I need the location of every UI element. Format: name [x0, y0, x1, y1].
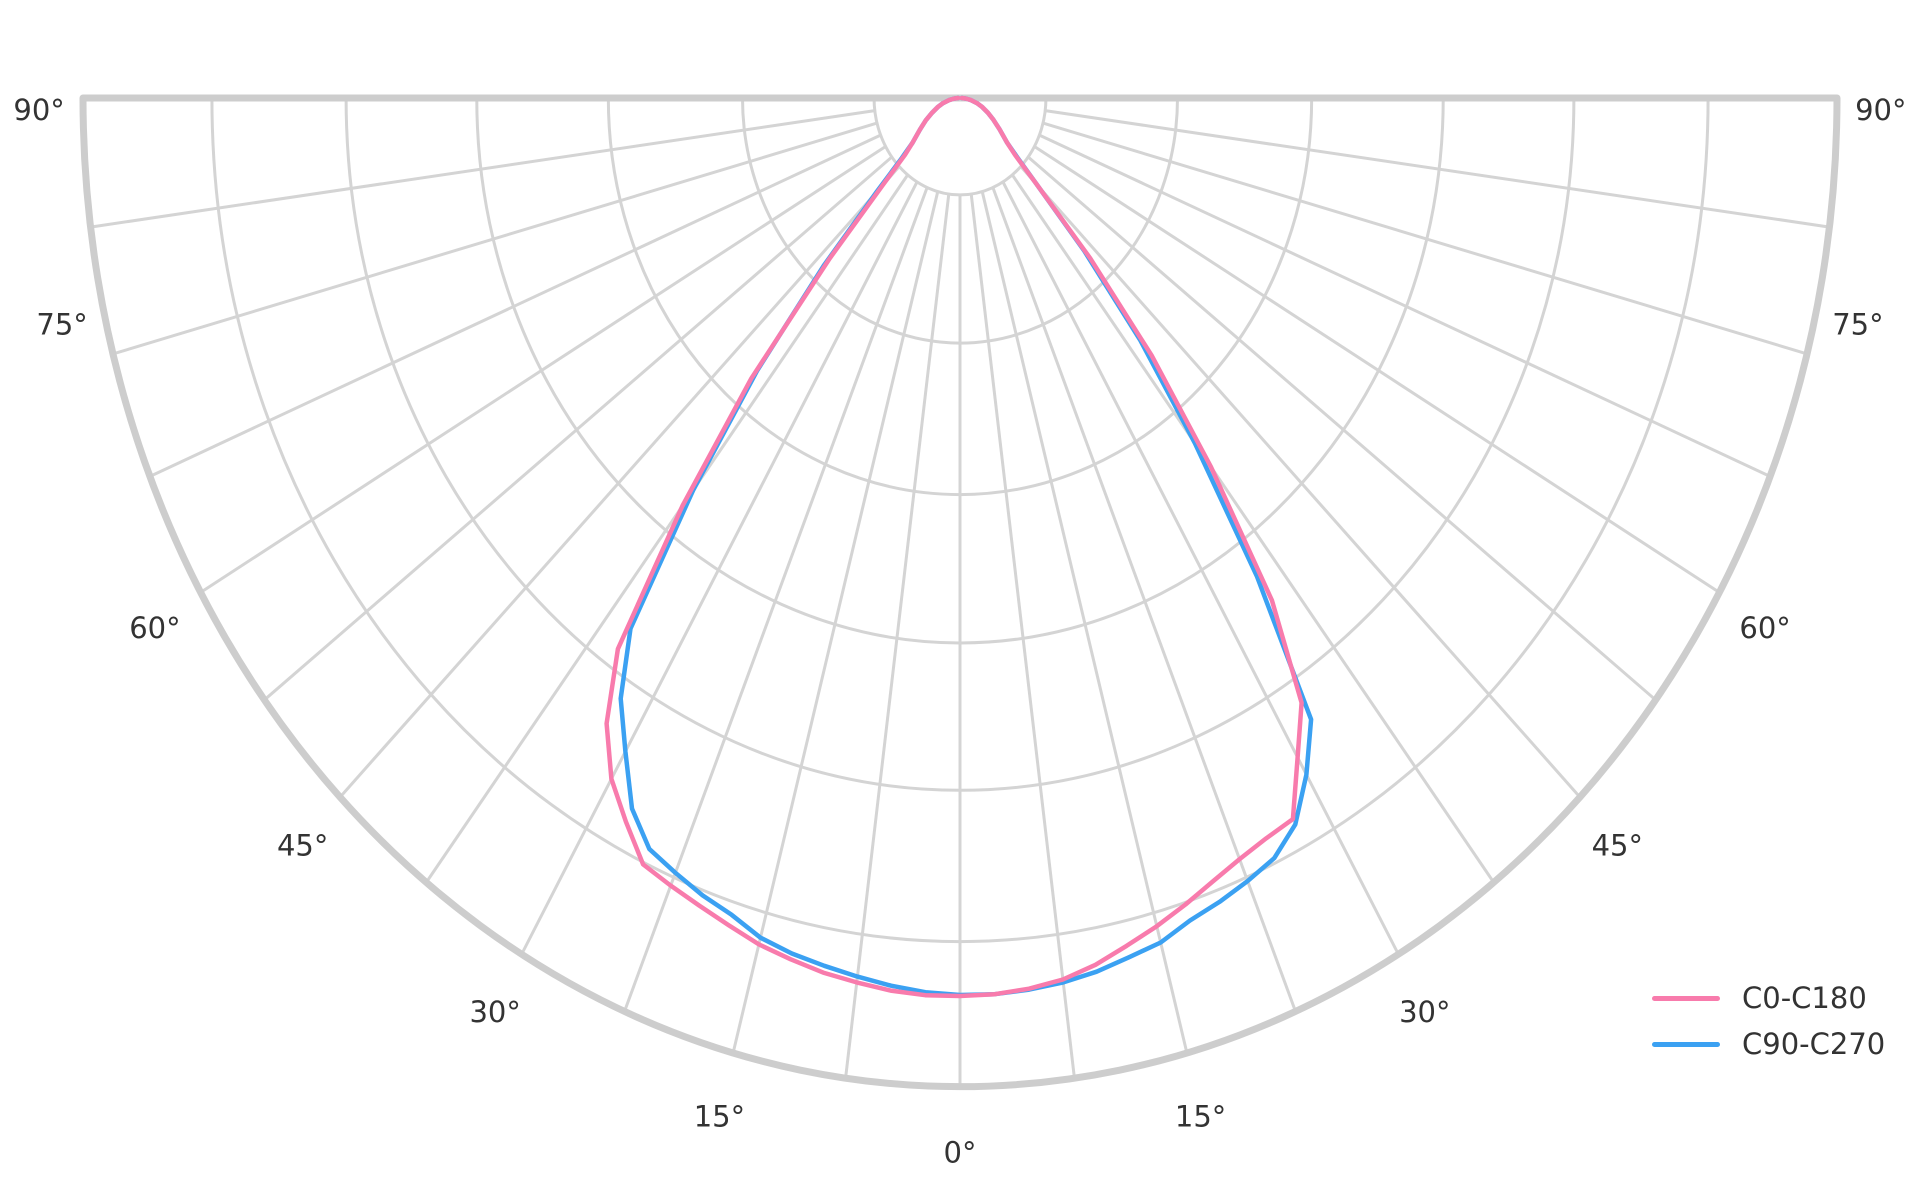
curve-c0-c180 — [604, 95, 1304, 999]
angle-label-60deg-right: 60° — [1739, 611, 1790, 645]
angle-label-90deg-left: 90° — [13, 93, 64, 127]
angle-label-60deg-left: 60° — [129, 611, 180, 645]
legend-line-swatch-c0-c180 — [1652, 995, 1720, 1001]
legend-item-c90-c270: C90-C270 — [1652, 1028, 1885, 1060]
angle-label-45deg-left: 45° — [277, 828, 328, 862]
legend-item-c0-c180: C0-C180 — [1652, 982, 1885, 1014]
angle-label-30deg-left: 30° — [469, 995, 520, 1029]
angle-gridlines — [90, 109, 1830, 1087]
angle-label-0deg: 0° — [944, 1135, 977, 1169]
angle-label-75deg-left: 75° — [36, 307, 87, 341]
angle-label-15deg-left: 15° — [694, 1100, 745, 1134]
legend-label-c0-c180: C0-C180 — [1742, 981, 1867, 1015]
legend: C0-C180 C90-C270 — [1652, 982, 1885, 1060]
angle-label-15deg-right: 15° — [1175, 1100, 1226, 1134]
angle-tick-labels: 0° 15° 15° 30° 30° 45° 45° 60° 60° 75° 75° 90° 90° — [13, 93, 1906, 1169]
angle-label-45deg-right: 45° — [1592, 828, 1643, 862]
legend-label-c90-c270: C90-C270 — [1742, 1027, 1886, 1061]
angle-label-75deg-right: 75° — [1832, 307, 1883, 341]
curve-c90-c270 — [618, 95, 1314, 998]
angle-label-90deg-right: 90° — [1855, 93, 1906, 127]
legend-line-swatch-c90-c270 — [1652, 1041, 1720, 1047]
angle-label-30deg-right: 30° — [1399, 995, 1450, 1029]
